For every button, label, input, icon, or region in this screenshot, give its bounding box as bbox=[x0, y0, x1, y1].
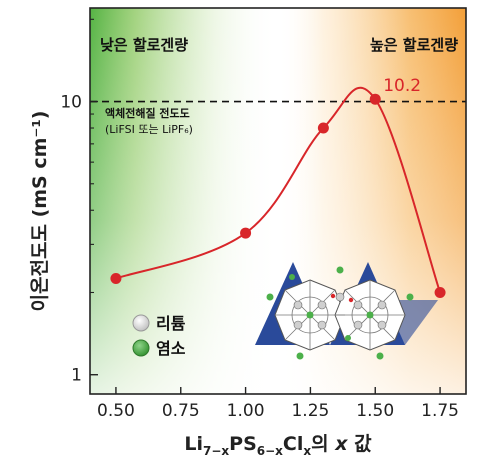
x-tick-label: 1.00 bbox=[227, 401, 265, 421]
plot-background bbox=[90, 8, 466, 394]
y-tick-label: 1 bbox=[71, 366, 82, 386]
x-tick-label: 1.25 bbox=[291, 401, 329, 421]
y-axis-label: 이온전도도 (mS cm⁻¹) bbox=[29, 111, 51, 312]
data-point-0 bbox=[110, 273, 122, 285]
legend-lithium-marker bbox=[132, 314, 150, 332]
reference-label-line1: 액체전해질 전도도 bbox=[105, 106, 190, 120]
crystal-structure-illustration bbox=[255, 262, 438, 360]
legend-chlorine-marker bbox=[132, 339, 150, 357]
reference-label-line2: (LiFSI 또는 LiPF₆) bbox=[105, 123, 193, 136]
legend-lithium-label: 리튬 bbox=[156, 314, 186, 333]
x-tick-label: 0.75 bbox=[162, 401, 200, 421]
peak-value-label: 10.2 bbox=[383, 76, 421, 96]
data-point-3 bbox=[369, 93, 381, 105]
x-axis-label: Li7−xPS6−xClx의 x 값 bbox=[184, 433, 372, 458]
x-tick-label: 1.75 bbox=[421, 401, 459, 421]
data-series bbox=[110, 86, 446, 298]
data-point-2 bbox=[317, 122, 329, 134]
y-tick-label: 10 bbox=[60, 93, 82, 113]
region-high-label: 높은 할로겐량 bbox=[370, 36, 458, 54]
x-axis: 0.50 0.75 1.00 1.25 1.50 1.75 bbox=[97, 387, 459, 421]
plot-frame bbox=[89, 7, 467, 395]
region-low-label: 낮은 할로겐량 bbox=[100, 36, 188, 54]
x-tick-label: 1.50 bbox=[356, 401, 394, 421]
x-tick-label: 0.50 bbox=[97, 401, 135, 421]
legend: 리튬 염소 bbox=[132, 314, 186, 358]
y-axis: 1 10 bbox=[60, 18, 98, 386]
data-point-4 bbox=[434, 286, 446, 298]
legend-chlorine-label: 염소 bbox=[156, 339, 186, 358]
data-point-1 bbox=[240, 227, 252, 239]
